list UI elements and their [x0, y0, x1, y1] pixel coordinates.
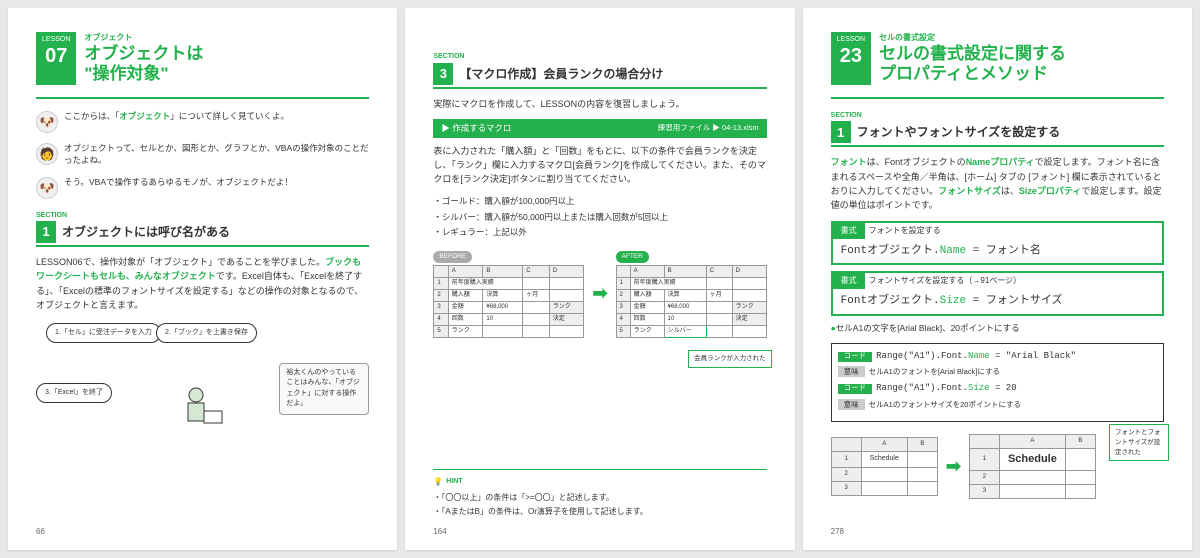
section-header: 3 【マクロ作成】会員ランクの場合分け — [433, 63, 766, 89]
page-2: SECTION 3 【マクロ作成】会員ランクの場合分け 実際にマクロを作成して、… — [405, 8, 794, 550]
lesson-number: 07 — [45, 45, 67, 67]
section-number: 3 — [433, 63, 453, 85]
format-code: Fontオブジェクト.Name = フォント名 — [833, 239, 1162, 264]
section-label: SECTION — [36, 211, 369, 222]
format-box-1: 書式フォントを設定する Fontオブジェクト.Name = フォント名 — [831, 221, 1164, 266]
page-number: 66 — [36, 526, 45, 538]
code-line-2: コードRange("A1").Font.Size = 20 — [838, 382, 1157, 396]
result-before-table: AB 1Schedule 2 3 — [831, 437, 938, 496]
speech-bubble-3: 3.「Excel」を終了 — [36, 383, 112, 404]
condition-silver: ・シルバー：購入額が50,000円以上または購入回数が5回以上 — [433, 211, 766, 224]
code-line-1: コードRange("A1").Font.Name = "Arial Black" — [838, 350, 1157, 364]
macro-title: ▶ 作成するマクロ — [441, 122, 511, 135]
person-icon: 🧑 — [36, 143, 58, 165]
hint-list: ・「〇〇以上」の条件は「>=〇〇」と記述します。 ・「AまたはB」の条件は、Or… — [433, 492, 766, 518]
after-label: AFTER — [616, 251, 649, 263]
after-column: AFTER ABCD 1前年度購入実績 2購入額決算ヶ月 3金額¥68,000ラ… — [616, 249, 767, 338]
section-title: 【マクロ作成】会員ランクの場合分け — [459, 65, 766, 83]
lesson-title: セルの書式設定に関する プロパティとメソッド — [879, 44, 1164, 85]
chara-text-2: オブジェクトって、セルとか、図形とか、グラフとか、VBAの操作対象のことだったよ… — [64, 143, 369, 167]
before-label: BEFORE — [433, 251, 472, 263]
lesson-subtitle: セルの書式設定 — [879, 32, 1164, 44]
dog-icon: 🐶 — [36, 177, 58, 199]
intro-text: 実際にマクロを作成して、LESSONの内容を復習しましょう。 — [433, 97, 766, 111]
page-number: 164 — [433, 526, 446, 538]
result-row: AB 1Schedule 2 3 ➡ AB 1Schedule 2 3 フォント… — [831, 434, 1164, 499]
before-after: BEFORE ABCD 1前年度購入実績 2購入額決算ヶ月 3金額¥68,000… — [433, 249, 766, 338]
lesson-title-wrap: セルの書式設定 セルの書式設定に関する プロパティとメソッド — [879, 32, 1164, 85]
page-1: LESSON 07 オブジェクト オブジェクトは "操作対象" 🐶 ここからは、… — [8, 8, 397, 550]
condition-regular: ・レギュラー：上記以外 — [433, 226, 766, 239]
result-after-table: AB 1Schedule 2 3 — [969, 434, 1096, 499]
hint-1: ・「〇〇以上」の条件は「>=〇〇」と記述します。 — [433, 492, 766, 504]
arrow-icon: ➡ — [592, 280, 607, 307]
lesson-title-wrap: オブジェクト オブジェクトは "操作対象" — [84, 32, 369, 85]
character-row-3: 🐶 そう。VBAで操作するあらゆるモノが、オブジェクトだよ！ — [36, 177, 369, 199]
person-illustration — [176, 383, 226, 433]
format-box-2: 書式フォントサイズを設定する（→91ページ） Fontオブジェクト.Size =… — [831, 271, 1164, 316]
section-number: 1 — [36, 221, 56, 243]
lesson-header: LESSON 07 オブジェクト オブジェクトは "操作対象" — [36, 32, 369, 85]
macro-header: ▶ 作成するマクロ 練習用ファイル ▶ 04-13.xlsm — [433, 119, 766, 138]
divider — [36, 97, 369, 99]
format-code: Fontオブジェクト.Size = フォントサイズ — [833, 289, 1162, 314]
speech-bubble-2: 2.「ブック」を上書き保存 — [156, 323, 257, 344]
after-table: ABCD 1前年度購入実績 2購入額決算ヶ月 3金額¥68,000ランク 4回数… — [616, 265, 767, 338]
character-row-1: 🐶 ここからは、「オブジェクト」について詳しく見ていくよ。 — [36, 111, 369, 133]
meaning-line-2: 意味セルA1のフォントサイズを20ポイントにする — [838, 399, 1157, 410]
lesson-subtitle: オブジェクト — [84, 32, 369, 44]
before-table: ABCD 1前年度購入実績 2購入額決算ヶ月 3金額¥68,000ランク 4回数… — [433, 265, 584, 338]
macro-file: 練習用ファイル ▶ 04-13.xlsm — [658, 122, 759, 135]
section-label: SECTION — [433, 52, 766, 63]
hint-box: HINT ・「〇〇以上」の条件は「>=〇〇」と記述します。 ・「AまたはB」の条… — [433, 469, 766, 520]
format-label: 書式 — [833, 273, 865, 289]
speech-bubble-1: 1.「セル」に受注データを入力 — [46, 323, 161, 344]
page-number: 278 — [831, 526, 844, 538]
code-example: コードRange("A1").Font.Name = "Arial Black"… — [831, 343, 1164, 423]
page-3: LESSON 23 セルの書式設定 セルの書式設定に関する プロパティとメソッド… — [803, 8, 1192, 550]
result-callout: フォントとフォントサイズが設定された — [1109, 424, 1169, 461]
callout: 会員ランクが入力された — [688, 350, 772, 368]
section-title: オブジェクトには呼び名がある — [62, 223, 369, 241]
lesson-title: オブジェクトは "操作対象" — [84, 44, 369, 85]
section-number: 1 — [831, 121, 851, 143]
body-text: LESSON06で、操作対象が「オブジェクト」であることを学びました。ブックもワ… — [36, 255, 369, 313]
lesson-number: 23 — [840, 45, 862, 67]
lesson-badge: LESSON 07 — [36, 32, 76, 85]
section-header: 1 オブジェクトには呼び名がある — [36, 221, 369, 247]
format-label: 書式 — [833, 223, 865, 239]
hint-2: ・「AまたはB」の条件は、Or演算子を使用して記述します。 — [433, 506, 766, 518]
character-row-2: 🧑 オブジェクトって、セルとか、図形とか、グラフとか、VBAの操作対象のことだっ… — [36, 143, 369, 167]
divider — [831, 97, 1164, 99]
lesson-badge: LESSON 23 — [831, 32, 871, 85]
illustration: 1.「セル」に受注データを入力 2.「ブック」を上書き保存 3.「Excel」を… — [36, 323, 369, 443]
lesson-header: LESSON 23 セルの書式設定 セルの書式設定に関する プロパティとメソッド — [831, 32, 1164, 85]
example-bullet: ●セルA1の文字を[Arial Black]、20ポイントにする — [831, 322, 1164, 335]
dog-icon: 🐶 — [36, 111, 58, 133]
meaning-line-1: 意味セルA1のフォントを[Arial Black]にする — [838, 366, 1157, 377]
chara-text-1: ここからは、「オブジェクト」について詳しく見ていくよ。 — [64, 111, 289, 123]
note-box: 裕太くんのやっていることはみんな、「オブジェクト」に対する操作だよ。 — [279, 363, 369, 415]
before-column: BEFORE ABCD 1前年度購入実績 2購入額決算ヶ月 3金額¥68,000… — [433, 249, 584, 338]
section-title: フォントやフォントサイズを設定する — [857, 123, 1164, 141]
chara-text-3: そう。VBAで操作するあらゆるモノが、オブジェクトだよ！ — [64, 177, 293, 189]
hint-label: HINT — [433, 476, 766, 488]
section-header: 1 フォントやフォントサイズを設定する — [831, 121, 1164, 147]
macro-description: 表に入力された「購入額」と「回数」をもとに、以下の条件で会員ランクを決定し、「ラ… — [433, 144, 766, 187]
arrow-icon: ➡ — [946, 453, 961, 480]
condition-gold: ・ゴールド：購入額が100,000円以上 — [433, 195, 766, 208]
body-text: フォントは、FontオブジェクトのNameプロパティで設定します。フォント名に含… — [831, 155, 1164, 213]
section-label: SECTION — [831, 111, 1164, 122]
rank-conditions: ・ゴールド：購入額が100,000円以上 ・シルバー：購入額が50,000円以上… — [433, 195, 766, 239]
